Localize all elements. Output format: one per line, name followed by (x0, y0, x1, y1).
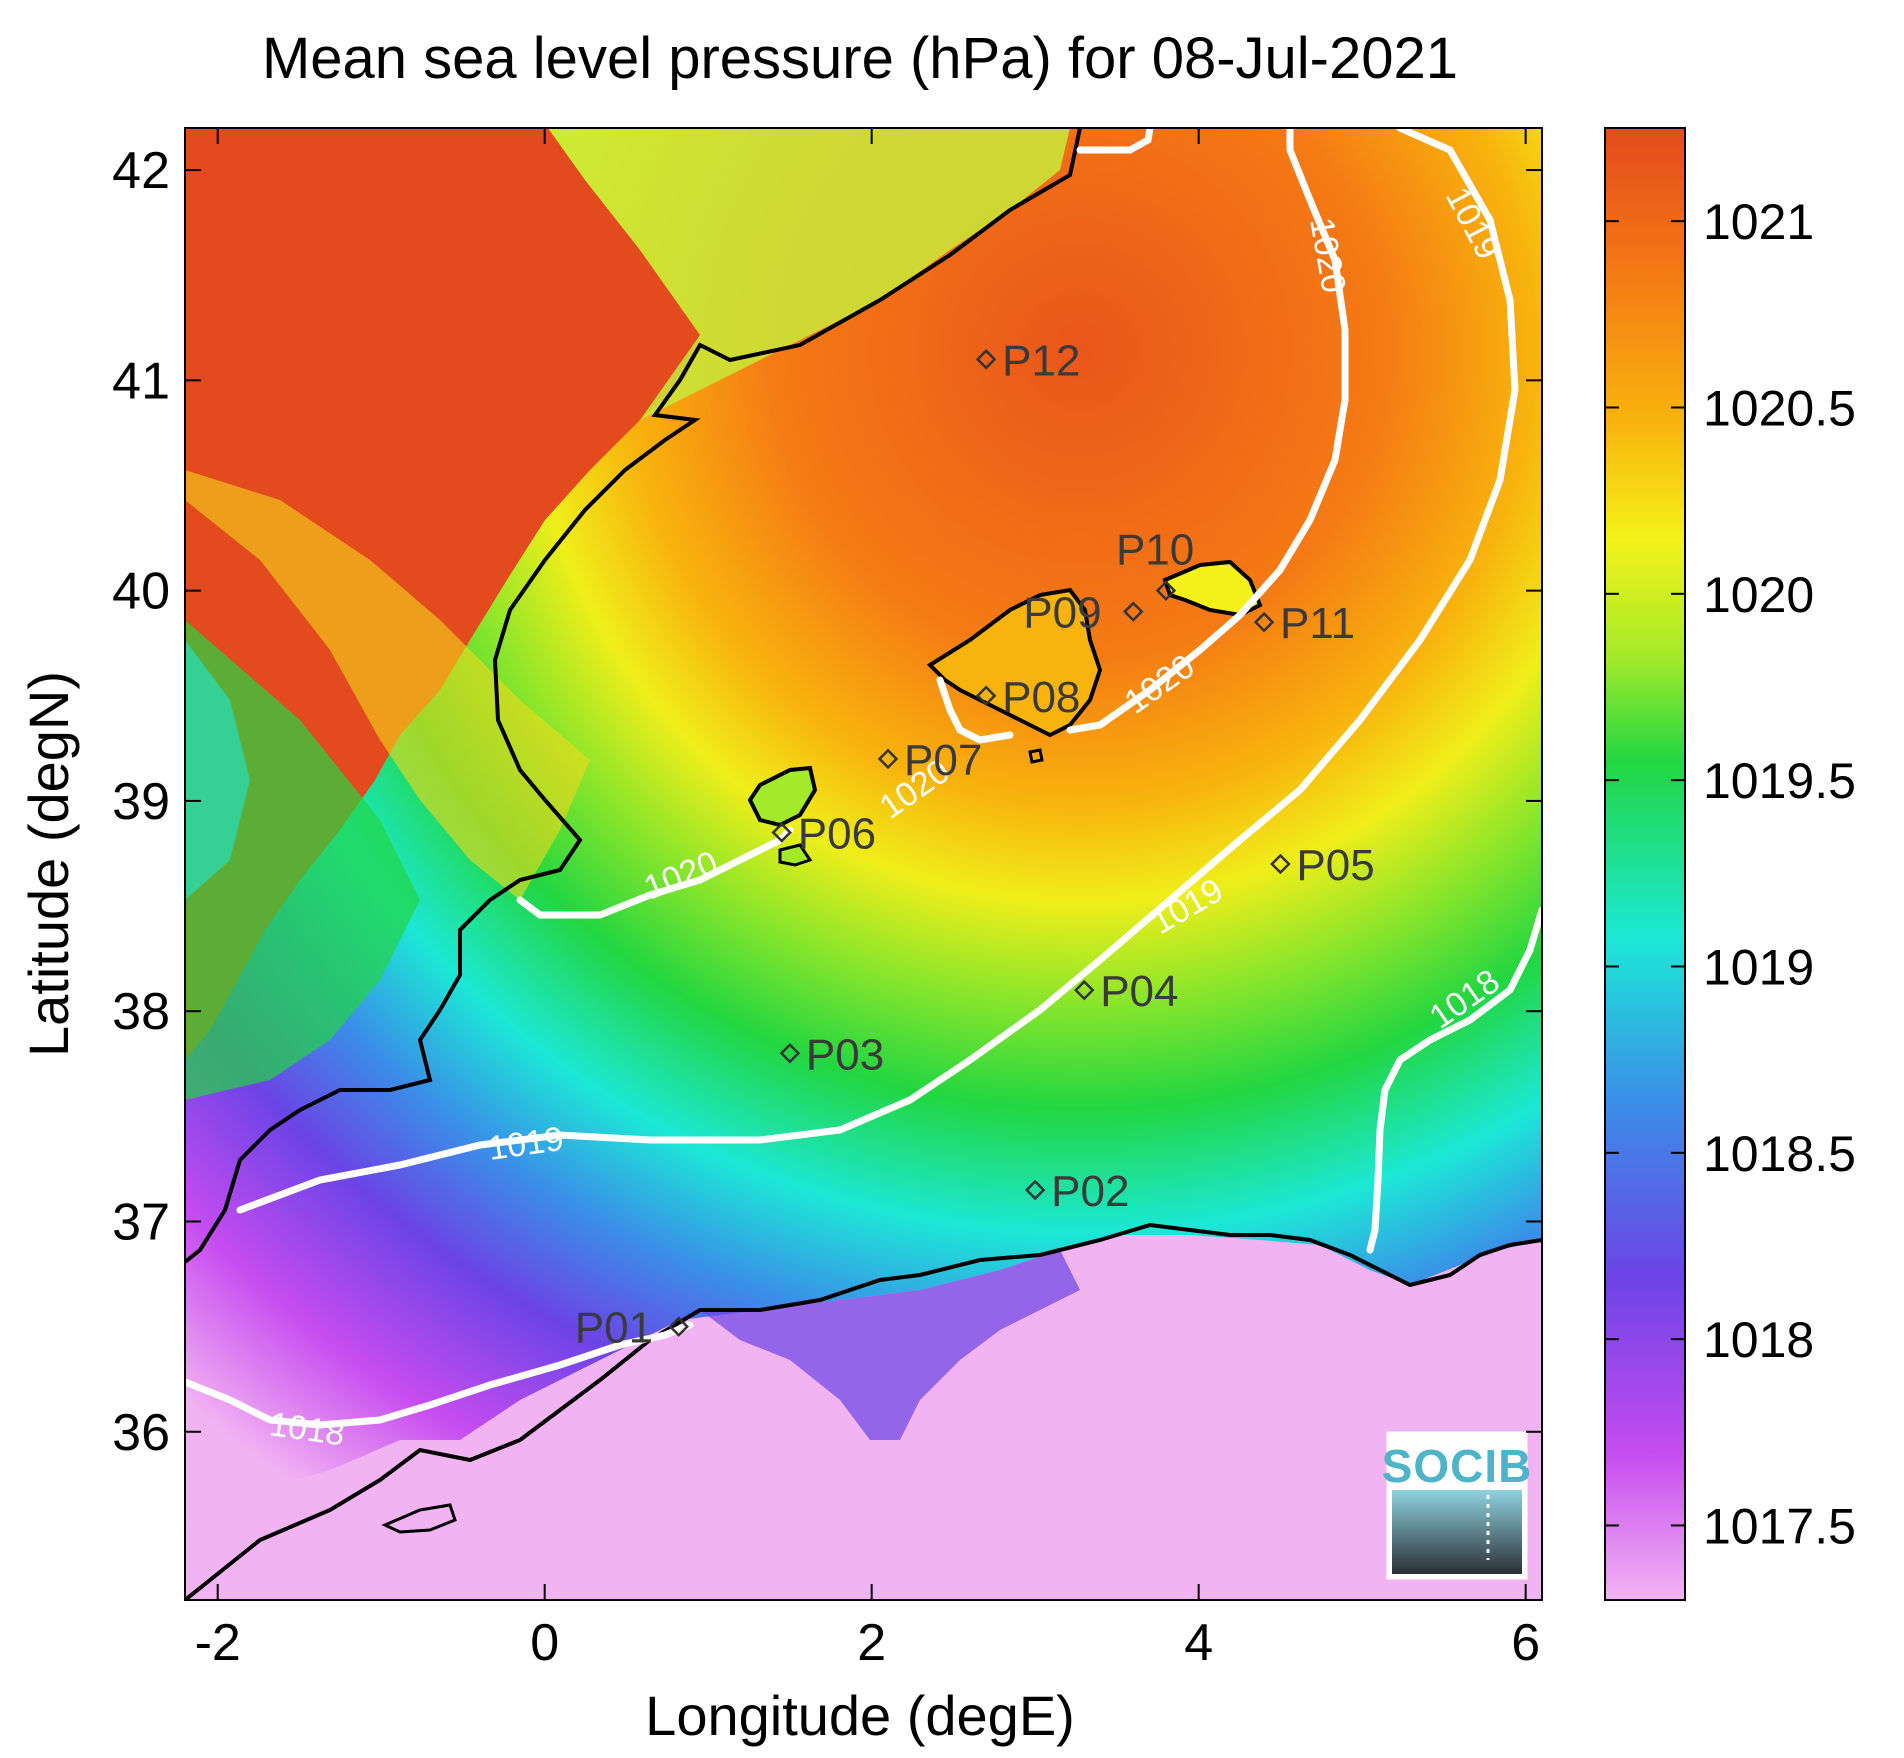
contour-1018-east (1366, 906, 1542, 1254)
x-axis-ticks: -2 0 2 4 6 (195, 128, 1540, 1672)
station-label: P04 (1100, 967, 1178, 1016)
station-marker (1155, 580, 1177, 601)
y-axis-ticks: 36 37 38 39 40 41 42 (112, 142, 1542, 1462)
x-tick-label: -2 (195, 1614, 241, 1672)
y-tick-label: 36 (112, 1404, 170, 1462)
y-tick-label: 42 (112, 142, 170, 200)
socib-logo-text: SOCIB (1382, 1440, 1533, 1492)
alboran-island (381, 1503, 457, 1534)
station-marker (877, 748, 899, 770)
station-marker (975, 349, 997, 370)
y-tick-label: 41 (112, 352, 170, 410)
y-axis-label: Latitude (degN) (17, 671, 80, 1057)
colorbar-tick-label: 1017.5 (1703, 1498, 1856, 1554)
figure-title: Mean sea level pressure (hPa) for 08-Jul… (262, 26, 1458, 91)
contour-1018-west (185, 1321, 694, 1429)
contour-1020-east (1066, 128, 1349, 734)
station-marker (668, 1316, 690, 1337)
x-tick-label: 6 (1511, 1614, 1540, 1672)
station-label: P02 (1051, 1167, 1129, 1216)
menorca-island (1162, 559, 1263, 618)
station-markers: P01 P02 P03 P04 P05 P06 P07 P08 P09 P10 P11 P12 (575, 336, 1375, 1352)
mallorca-island (926, 587, 1103, 738)
station-label: P08 (1002, 673, 1080, 722)
iberia-coastal-belt (548, 128, 1070, 420)
station-marker (1253, 611, 1275, 633)
x-tick-label: 0 (530, 1614, 559, 1672)
y-tick-label: 40 (112, 563, 170, 621)
iberia-coastline (185, 128, 1082, 1264)
colorbar-tick-label: 1019.5 (1703, 753, 1856, 809)
colorbar-ticks: 1017.5 1018 1018.5 1019 1019.5 1020 1020.5 1021 (1605, 194, 1856, 1554)
station-marker (1024, 1179, 1046, 1201)
colorbar-tick-label: 1020 (1703, 567, 1814, 623)
station-label: P01 (575, 1304, 653, 1353)
station-label: P12 (1002, 336, 1080, 385)
colorbar-tick-label: 1018.5 (1703, 1126, 1856, 1182)
contour-1020-top (1076, 128, 1154, 154)
colorbar-tick-label: 1021 (1703, 194, 1814, 250)
station-label: P03 (806, 1030, 884, 1079)
station-marker (771, 822, 793, 843)
iberia-far-southwest (185, 640, 250, 900)
station-label: P11 (1280, 599, 1355, 648)
socib-logo-wave (1392, 1490, 1522, 1574)
station-label: P10 (1116, 526, 1194, 575)
contour-1020-west (516, 826, 794, 919)
x-axis-label: Longitude (degE) (645, 1684, 1075, 1747)
contour-1019-upper (236, 128, 1519, 1214)
x-tick-label: 2 (857, 1614, 886, 1672)
socib-logo: SOCIB (1382, 1431, 1533, 1580)
north-africa-coastal-purple (700, 1250, 1080, 1440)
station-label: P07 (904, 736, 982, 785)
colorbar-gradient (1604, 127, 1686, 1601)
station-marker (975, 685, 997, 707)
north-africa-coastline (185, 1222, 1542, 1600)
station-marker (1073, 979, 1095, 1001)
map-plot-area: 1020 1020 1020 1020 1019 1019 1019 1018 … (185, 128, 1542, 1600)
ibiza-island (747, 765, 818, 828)
map-plot-frame (184, 127, 1543, 1601)
colorbar-tick-label: 1018 (1703, 1312, 1814, 1368)
iberia-west-land (185, 470, 590, 900)
station-marker (1270, 853, 1291, 875)
station-label: P09 (1023, 589, 1101, 638)
y-tick-label: 38 (112, 983, 170, 1041)
y-tick-label: 39 (112, 773, 170, 831)
station-marker (779, 1043, 801, 1064)
formentera-island (778, 843, 813, 867)
colorbar: 1017.5 1018 1018.5 1019 1019.5 1020 1020.5 1021 (1604, 127, 1856, 1601)
iberia-southwest-land (185, 620, 420, 1100)
x-tick-label: 4 (1184, 1614, 1213, 1672)
station-marker (1123, 601, 1144, 622)
station-label: P05 (1296, 841, 1374, 890)
y-tick-label: 37 (112, 1193, 170, 1251)
contour-1020-mid (936, 676, 1014, 744)
colorbar-tick-label: 1020.5 (1703, 380, 1856, 436)
cabrera-island (1028, 748, 1044, 764)
station-label: P06 (798, 809, 876, 858)
colorbar-tick-label: 1019 (1703, 939, 1814, 995)
